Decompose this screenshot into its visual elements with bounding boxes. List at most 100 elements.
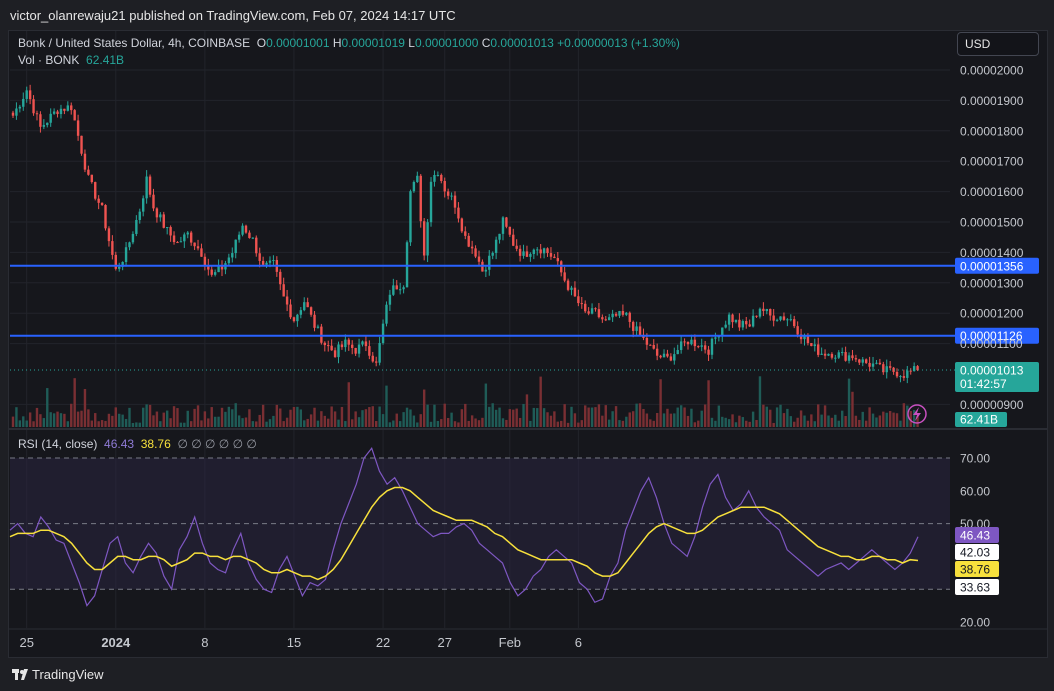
candle-body: [912, 366, 916, 372]
price-tick-label: 0.00001800: [960, 124, 1024, 138]
candle-body: [179, 241, 183, 243]
candle-body: [378, 343, 381, 363]
candle-body: [248, 232, 251, 238]
candle-body: [614, 313, 618, 316]
volume-bar: [899, 420, 902, 427]
flash-icon[interactable]: [907, 404, 927, 424]
candle-body: [529, 253, 532, 257]
price-tick-label: 0.00001700: [960, 155, 1024, 169]
candle-body: [474, 248, 477, 257]
tradingview-logo[interactable]: TradingView: [12, 667, 104, 682]
volume-bar: [868, 407, 871, 427]
candle-body: [142, 198, 145, 212]
candle-body: [402, 287, 405, 290]
volume-bar: [614, 406, 618, 427]
candle-body: [655, 348, 659, 356]
volume-bar: [515, 408, 518, 427]
candle-body: [765, 309, 769, 312]
volume-label[interactable]: Vol · BONK: [18, 53, 80, 67]
volume-bar: [827, 415, 830, 427]
time-tick-label: 27: [437, 635, 451, 650]
candle-body: [789, 319, 792, 321]
candle-body: [436, 174, 440, 176]
candle-body: [118, 266, 121, 269]
volume-bar: [902, 403, 906, 427]
volume-bar: [714, 420, 717, 427]
candle-body: [395, 285, 398, 290]
candle-body: [734, 319, 738, 323]
candle-body: [213, 272, 217, 275]
volume-bar: [659, 379, 662, 427]
time-axis[interactable]: 25 2024 8 15 22 27 Feb 6: [9, 628, 1047, 650]
rsi-label[interactable]: RSI (14, close): [18, 437, 98, 451]
candle-body: [823, 353, 827, 356]
candle-body: [786, 319, 789, 321]
volume-bar: [258, 414, 261, 427]
level-price-tag: [955, 257, 1039, 274]
volume-bar: [306, 418, 309, 427]
volume-bar: [847, 378, 851, 427]
volume-bar: [601, 415, 604, 427]
candle-body: [721, 327, 724, 337]
candle-body: [501, 217, 505, 234]
candle-body: [234, 239, 237, 254]
candle-body: [899, 376, 902, 378]
candle-body: [203, 256, 207, 266]
symbol-title[interactable]: Bonk / United States Dollar, 4h, COINBAS…: [18, 36, 251, 50]
candle-body: [467, 235, 470, 247]
volume-bar: [320, 411, 323, 427]
volume-bar: [594, 407, 597, 427]
candle-body: [303, 302, 306, 311]
rsi-value-tag-label: 46.43: [960, 529, 990, 543]
horizontal-levels[interactable]: 0.00001356 0.00001126: [10, 257, 1039, 344]
candle-body: [49, 113, 52, 123]
candle-body: [381, 323, 385, 344]
volume-bar: [39, 414, 42, 427]
volume-bar: [823, 405, 827, 427]
volume-bar: [796, 417, 799, 427]
volume-bar: [392, 420, 395, 427]
candle-body: [419, 175, 422, 222]
candle-body: [97, 198, 100, 203]
candle-body: [505, 217, 508, 227]
volume-bars: [11, 376, 919, 427]
candles: [11, 84, 919, 384]
volume-bar: [313, 407, 316, 427]
volume-bar: [426, 404, 429, 427]
candle-body: [484, 269, 488, 272]
price-axis[interactable]: 0.00002000 0.00001900 0.00001800 0.00001700…: [10, 64, 1039, 428]
price-tick-label: 0.00002000: [960, 64, 1024, 78]
candle-body: [131, 233, 135, 243]
currency-button[interactable]: USD: [957, 32, 1039, 56]
volume-bar: [131, 422, 135, 427]
candle-body: [145, 176, 148, 199]
rsi-line: [9, 446, 919, 607]
candle-body: [649, 344, 652, 346]
volume-bar: [556, 421, 559, 427]
volume-bar: [604, 405, 607, 427]
volume-bar: [227, 406, 231, 427]
volume-bar: [333, 411, 337, 427]
candle-body: [258, 253, 261, 261]
candle-body: [320, 326, 323, 343]
volume-bar: [597, 404, 601, 427]
volume-bar: [152, 415, 155, 427]
volume-bar: [347, 382, 350, 427]
publish-info: victor_olanrewaju21 published on Trading…: [10, 8, 456, 23]
volume-bar: [107, 413, 111, 427]
candle-body: [186, 232, 189, 235]
rsi-value: 46.43: [104, 437, 135, 451]
volume-bar: [573, 413, 577, 427]
volume-bar: [189, 421, 193, 427]
candle-body: [35, 113, 39, 115]
volume-bar: [748, 421, 751, 427]
volume-bar: [464, 403, 467, 427]
candle-body: [296, 314, 299, 322]
volume-bar: [611, 411, 614, 427]
candle-body: [906, 370, 909, 378]
volume-bar: [453, 421, 457, 427]
time-tick-label: 22: [376, 635, 390, 650]
volume-bar: [111, 415, 114, 427]
volume-bar: [570, 406, 573, 427]
